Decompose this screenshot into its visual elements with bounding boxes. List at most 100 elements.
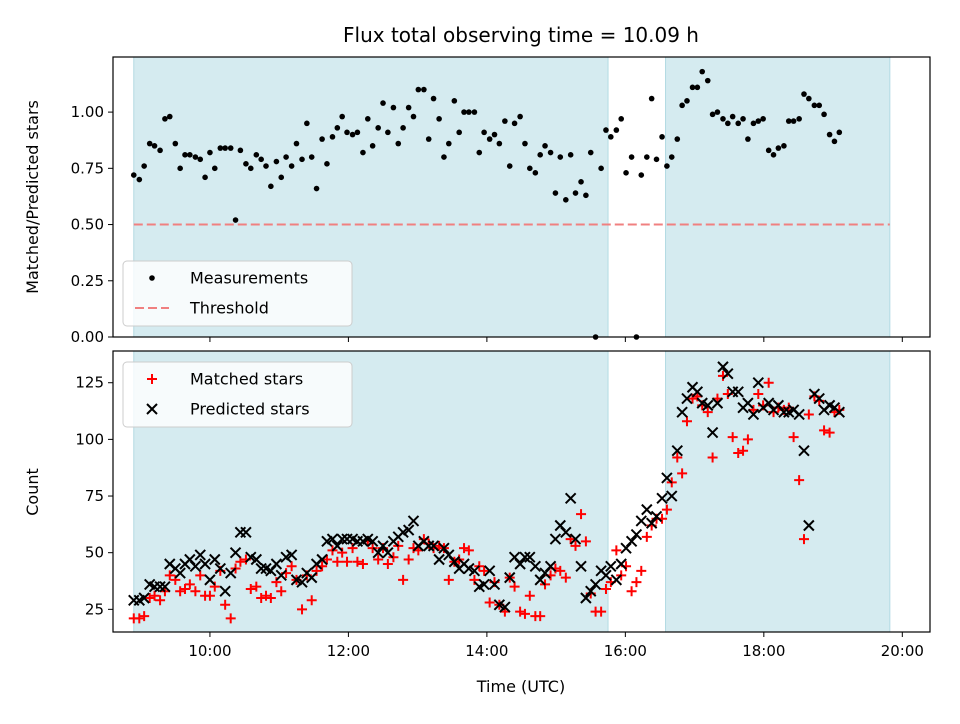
matched-star-point — [306, 595, 317, 606]
matched-star-point — [276, 586, 287, 597]
predicted-star-point — [803, 519, 815, 532]
measurement-point — [644, 154, 650, 160]
measurement-point — [263, 163, 269, 169]
top-ytick-label: 0.50 — [71, 216, 104, 234]
measurement-point — [735, 120, 742, 127]
measurement-point — [648, 95, 655, 102]
measurement-point — [709, 111, 716, 118]
top-ytick-label: 0.25 — [71, 272, 104, 290]
top-legend-label: Threshold — [189, 299, 269, 318]
measurement-point — [796, 116, 802, 122]
measurement-point — [324, 161, 330, 167]
measurement-point — [415, 86, 422, 93]
predicted-star-point — [377, 540, 389, 552]
matched-star-point — [519, 608, 530, 619]
predicted-star-point — [209, 553, 221, 566]
predicted-star-point — [316, 553, 328, 566]
measurement-point — [313, 185, 320, 192]
measurement-point — [781, 143, 787, 149]
measurement-point — [770, 152, 777, 158]
predicted-star-point — [275, 569, 287, 582]
matched-star-point — [352, 556, 363, 567]
measurement-point — [775, 145, 782, 151]
matched-star-point — [733, 447, 744, 458]
predicted-star-point — [504, 571, 516, 584]
matched-star-point — [753, 389, 764, 400]
measurement-point — [304, 120, 310, 127]
measurement-point — [456, 129, 462, 136]
predicted-star-point — [499, 601, 511, 613]
matched-star-point — [180, 583, 191, 594]
top-legend: Measurements Threshold — [122, 260, 353, 327]
matched-star-point — [332, 556, 343, 567]
predicted-star-point — [366, 535, 379, 548]
bottom-ytick-label: 50 — [85, 544, 104, 562]
measurement-point — [288, 163, 295, 169]
predicted-star-point — [635, 515, 647, 527]
matched-star-point — [600, 583, 611, 594]
measurement-point — [506, 163, 513, 169]
predicted-star-point — [671, 445, 683, 457]
predicted-star-point — [438, 542, 450, 554]
measurement-point — [745, 136, 751, 142]
measurement-point — [491, 131, 498, 138]
measurement-point — [202, 174, 208, 181]
matched-star-point — [139, 611, 150, 622]
bottom-legend-box — [122, 361, 353, 428]
predicted-star-point — [224, 567, 237, 579]
measurement-point — [618, 116, 625, 122]
measurement-point — [471, 109, 478, 115]
bottom-xtick-label: 14:00 — [465, 642, 508, 660]
predicted-star-point — [154, 580, 166, 593]
predicted-star-point — [250, 553, 263, 566]
measurement-point — [806, 95, 812, 102]
matched-star-point — [661, 504, 672, 515]
measurement-point — [522, 140, 528, 147]
measurement-point — [608, 134, 614, 140]
matched-star-point — [382, 559, 393, 570]
predicted-star-point — [483, 565, 496, 577]
measurement-point — [400, 125, 406, 131]
measurement-point — [425, 136, 432, 142]
measurement-point — [532, 170, 539, 176]
measurement-point — [151, 143, 158, 149]
matched-star-point — [164, 570, 175, 581]
predicted-star-point — [478, 578, 490, 591]
bottom-series-0 — [128, 370, 845, 624]
predicted-star-point — [706, 426, 719, 439]
predicted-star-point — [762, 397, 775, 409]
matched-star-point — [190, 586, 201, 597]
measurement-point — [578, 179, 584, 185]
matched-star-point — [636, 565, 647, 576]
measurement-point — [243, 161, 249, 167]
measurement-point — [258, 156, 264, 163]
measurement-point — [207, 149, 213, 156]
bottom-ytick-label: 25 — [85, 600, 104, 618]
matched-star-point — [738, 445, 749, 456]
measurement-point — [157, 147, 163, 154]
matched-star-point — [443, 574, 454, 585]
matched-star-point — [677, 468, 688, 479]
predicted-star-point — [534, 574, 546, 586]
predicted-star-point — [189, 560, 202, 572]
predicted-star-point — [722, 367, 734, 380]
bottom-legend-marker — [146, 403, 158, 415]
bottom-legend: Matched stars Predicted stars — [122, 361, 353, 428]
matched-star-point — [631, 577, 642, 588]
measurement-point — [638, 172, 645, 178]
measurement-point — [253, 152, 260, 158]
measurement-point — [527, 165, 533, 172]
measurement-point — [466, 109, 472, 115]
measurement-point — [385, 129, 391, 136]
measurement-point — [349, 131, 356, 138]
measurement-point — [172, 140, 179, 147]
measurement-point — [283, 154, 289, 160]
matched-star-point — [155, 595, 166, 606]
matched-star-point — [742, 434, 753, 445]
predicted-star-point — [214, 562, 227, 575]
matched-star-point — [798, 534, 809, 545]
matched-star-point — [388, 552, 399, 563]
measurement-point — [227, 145, 234, 151]
matched-star-point — [204, 590, 215, 601]
predicted-star-point — [742, 397, 754, 409]
